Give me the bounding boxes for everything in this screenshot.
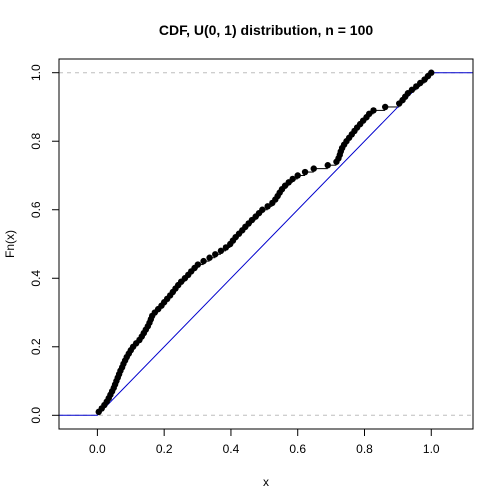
x-tick-label: 0.2 [156, 442, 173, 456]
theoretical-cdf-line [59, 72, 473, 416]
ecdf-point [408, 86, 416, 94]
chart-title: CDF, U(0, 1) distribution, n = 100 [159, 22, 374, 38]
ecdf-point [294, 172, 301, 179]
y-tick-label: 0.6 [29, 201, 43, 218]
x-tick-label: 0.6 [289, 442, 306, 456]
y-tick-label: 0.2 [29, 338, 43, 355]
plot-frame [58, 58, 474, 430]
ecdf-point [264, 203, 271, 210]
ecdf-point [212, 251, 219, 258]
ecdf-point [417, 79, 424, 87]
ecdf-point [301, 168, 309, 176]
ecdf-point [428, 69, 435, 76]
ecdf-point [310, 165, 317, 172]
ecdf-point [381, 103, 389, 111]
y-tick-label: 0.8 [29, 133, 43, 150]
x-tick-label: 0.4 [223, 442, 240, 456]
ecdf-point [217, 247, 225, 255]
ecdf-point [200, 257, 207, 265]
ecdf-point [206, 254, 213, 261]
x-tick-label: 0.8 [356, 442, 373, 456]
ecdf-point [370, 107, 377, 114]
ecdf-point [194, 261, 202, 268]
ecdf-point [289, 175, 296, 183]
x-tick-label: 0.0 [89, 442, 106, 456]
ecdf-point [222, 244, 230, 251]
x-axis: 0.0 0.2 0.4 0.6 0.8 1.0 [89, 428, 440, 456]
ecdf-point [365, 110, 373, 118]
y-axis-label: Fn(x) [3, 230, 17, 258]
plot-area [59, 69, 473, 416]
x-tick-label: 1.0 [423, 442, 440, 456]
ecdf-point [324, 162, 331, 169]
y-tick-label: 0.0 [29, 407, 43, 424]
y-tick-label: 1.0 [29, 64, 43, 81]
y-axis: 0.0 0.2 0.4 0.6 0.8 1.0 [29, 64, 60, 424]
x-axis-label: x [263, 475, 269, 489]
y-tick-label: 0.4 [29, 270, 43, 287]
ecdf-point [259, 206, 266, 213]
